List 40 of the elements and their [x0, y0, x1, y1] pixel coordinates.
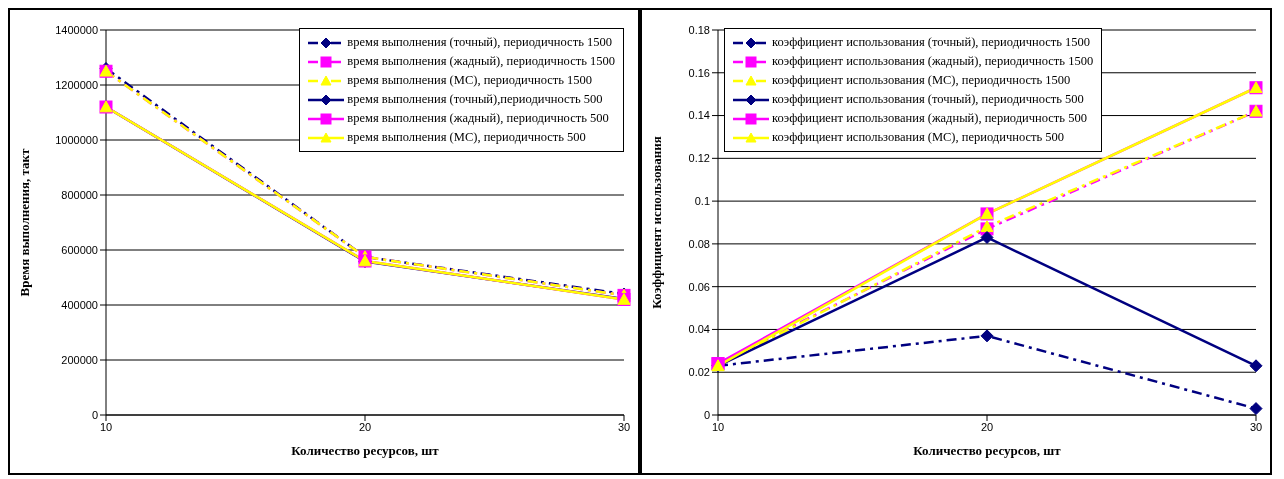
- legend-label: время выполнения (точный), периодичность 1500: [347, 35, 612, 50]
- legend-label: время выполнения (жадный), периодичность 1500: [347, 54, 615, 69]
- y-tick-label: 1000000: [55, 133, 98, 146]
- legend-label: коэффициент использования (жадный), периодичность 1500: [772, 54, 1094, 69]
- y-tick-label: 0.04: [688, 323, 710, 336]
- x-tick-label: 10: [711, 420, 725, 433]
- y-axis-title: Время выполнения, такт: [16, 148, 32, 297]
- legend-label: коэффициент использования (точный), периодичность 1500: [772, 35, 1091, 50]
- y-tick-label: 0: [703, 408, 710, 421]
- legend-label: коэффициент использования (МС), периодичность 1500: [772, 73, 1071, 88]
- y-tick-label: 0.18: [688, 23, 710, 36]
- legend-label: коэффициент использования (жадный), периодичность 500: [772, 111, 1087, 126]
- y-axis-title: Коэффициент использования: [648, 136, 664, 309]
- legend-label: время выполнения (МС), периодичность 500: [347, 130, 586, 145]
- y-tick-label: 1200000: [55, 78, 98, 91]
- legend-label: коэффициент использования (точный), периодичность 500: [772, 92, 1084, 107]
- x-tick-label: 20: [358, 420, 372, 433]
- x-axis-title: Количество ресурсов, шт: [291, 443, 440, 458]
- y-tick-label: 800000: [61, 188, 98, 201]
- y-tick-label: 600000: [61, 243, 98, 256]
- y-tick-label: 1400000: [55, 23, 98, 36]
- y-tick-label: 0.16: [688, 66, 710, 79]
- y-tick-label: 0.12: [688, 152, 710, 165]
- x-tick-label: 30: [1249, 420, 1263, 433]
- legend-label: время выполнения (жадный), периодичность 500: [347, 111, 609, 126]
- x-axis-title: Количество ресурсов, шт: [913, 443, 1062, 458]
- x-tick-label: 20: [980, 420, 994, 433]
- x-tick-label: 30: [617, 420, 631, 433]
- y-tick-label: 0: [91, 408, 98, 421]
- legend-label: время выполнения (МС), периодичность 1500: [347, 73, 593, 88]
- y-tick-label: 0.08: [688, 237, 710, 250]
- x-tick-label: 10: [99, 420, 113, 433]
- y-tick-label: 400000: [61, 298, 98, 311]
- y-tick-label: 0.1: [694, 195, 710, 208]
- legend-label: время выполнения (точный),периодичность 500: [347, 92, 603, 107]
- y-tick-label: 0.14: [688, 109, 710, 122]
- y-tick-label: 200000: [61, 353, 98, 366]
- y-tick-label: 0.06: [688, 280, 710, 293]
- y-tick-label: 0.02: [688, 366, 710, 379]
- legend-label: коэффициент использования (МС), периодичность 500: [772, 130, 1065, 145]
